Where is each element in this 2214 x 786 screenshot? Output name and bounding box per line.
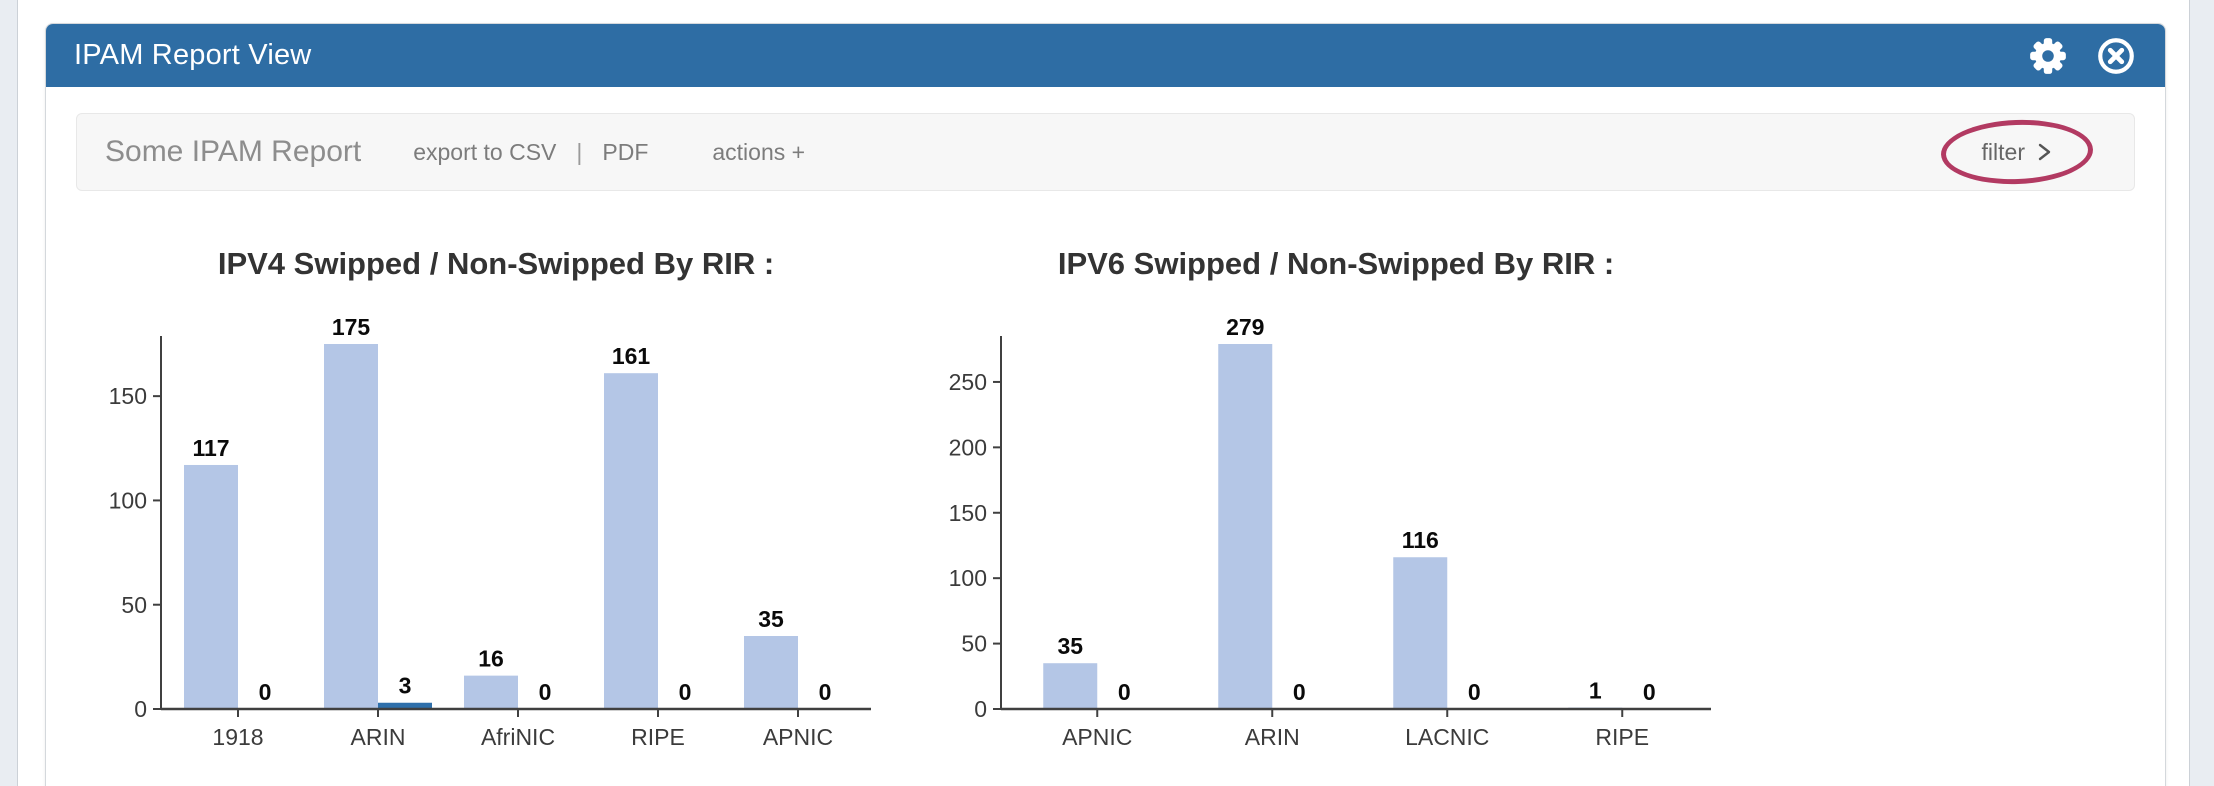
bar-swipped-apnic	[744, 636, 798, 709]
value-label: 0	[259, 679, 272, 705]
filter-area: filter	[1939, 117, 2094, 187]
category-label: RIPE	[631, 724, 685, 750]
y-tick-label: 50	[121, 592, 147, 618]
value-label: 0	[1468, 679, 1481, 705]
y-tick-label: 50	[961, 631, 987, 657]
bar-swipped-arin	[324, 344, 378, 709]
chart-ipv4: IPV4 Swipped / Non-Swipped By RIR : 0 50 1…	[101, 246, 891, 769]
toolbar-links: export to CSV | PDF actions +	[413, 139, 805, 166]
actions-menu-button[interactable]: actions +	[712, 138, 806, 165]
value-label: 35	[1057, 633, 1083, 659]
category-label: APNIC	[763, 724, 833, 750]
report-toolbar: Some IPAM Report export to CSV | PDF act…	[76, 113, 2135, 191]
value-label: 117	[192, 435, 229, 461]
header-icons	[2027, 35, 2137, 77]
filter-toggle[interactable]: filter	[1972, 133, 2062, 172]
category-label: APNIC	[1062, 724, 1132, 750]
y-tick-label: 100	[109, 487, 147, 513]
category-label: ARIN	[351, 724, 406, 750]
ipam-report-panel: IPAM Report View	[45, 23, 2166, 786]
y-tick-label: 0	[974, 696, 987, 722]
category-label: 1918	[212, 724, 263, 750]
export-pdf-link[interactable]: PDF	[602, 138, 649, 165]
value-label: 0	[679, 679, 692, 705]
category-label: RIPE	[1595, 724, 1649, 750]
chart-title-ipv6: IPV6 Swipped / Non-Swipped By RIR :	[1057, 246, 1615, 281]
report-name: Some IPAM Report	[105, 135, 362, 168]
right-page-gutter	[2189, 0, 2214, 786]
y-tick-label: 200	[949, 434, 987, 460]
value-label: 175	[332, 314, 371, 340]
export-csv-link[interactable]: export to CSV	[413, 138, 557, 165]
value-label: 0	[539, 679, 552, 705]
value-label: 0	[819, 679, 832, 705]
y-tick-label: 100	[949, 565, 987, 591]
category-label: ARIN	[1245, 724, 1300, 750]
charts-row: IPV4 Swipped / Non-Swipped By RIR : 0 50 1…	[46, 191, 2165, 769]
value-label: 0	[1643, 679, 1656, 705]
value-label: 116	[1402, 527, 1439, 553]
left-page-gutter	[0, 0, 18, 786]
bar-swipped-arin	[1218, 344, 1273, 709]
bar-swipped-ripe	[604, 373, 658, 709]
close-icon[interactable]	[2095, 35, 2137, 77]
bar-swipped-lacnic	[1393, 557, 1448, 709]
ipv4-bar-chart: 0 50 100 150 1918 117 0 ARIN 175 3 AfriNIC 16 0 RIPE 1…	[109, 314, 871, 750]
bar-non-swipped-arin	[378, 702, 432, 709]
chart-ipv6: IPV6 Swipped / Non-Swipped By RIR : 0 50 1…	[941, 246, 1731, 769]
chart-title-ipv4: IPV4 Swipped / Non-Swipped By RIR :	[217, 246, 775, 281]
category-label: LACNIC	[1405, 724, 1489, 750]
value-label: 0	[1118, 679, 1131, 705]
settings-gear-icon[interactable]	[2027, 35, 2069, 77]
filter-label: filter	[1981, 138, 2025, 165]
value-label: 279	[1226, 314, 1264, 340]
bar-swipped-1918	[184, 464, 238, 709]
value-label: 3	[399, 673, 412, 699]
category-label: AfriNIC	[481, 724, 555, 750]
ipv6-bar-chart: 050100150200250APNIC350ARIN2790LACNIC116…	[949, 314, 1711, 750]
bar-swipped-apnic	[1043, 663, 1098, 709]
y-tick-label: 250	[949, 369, 987, 395]
y-tick-label: 0	[134, 696, 147, 722]
panel-title: IPAM Report View	[74, 39, 312, 71]
y-tick-label: 150	[109, 383, 147, 409]
panel-body: Some IPAM Report export to CSV | PDF act…	[46, 113, 2165, 769]
chevron-right-icon	[2038, 143, 2051, 161]
panel-header: IPAM Report View	[46, 24, 2165, 87]
value-label: 0	[1293, 679, 1306, 705]
value-label: 161	[612, 343, 651, 369]
bar-swipped-afrinic	[464, 675, 518, 709]
link-separator: |	[576, 138, 583, 165]
y-tick-label: 150	[949, 500, 987, 526]
value-label: 35	[758, 606, 784, 632]
value-label: 1	[1589, 678, 1602, 704]
value-label: 16	[478, 646, 504, 672]
